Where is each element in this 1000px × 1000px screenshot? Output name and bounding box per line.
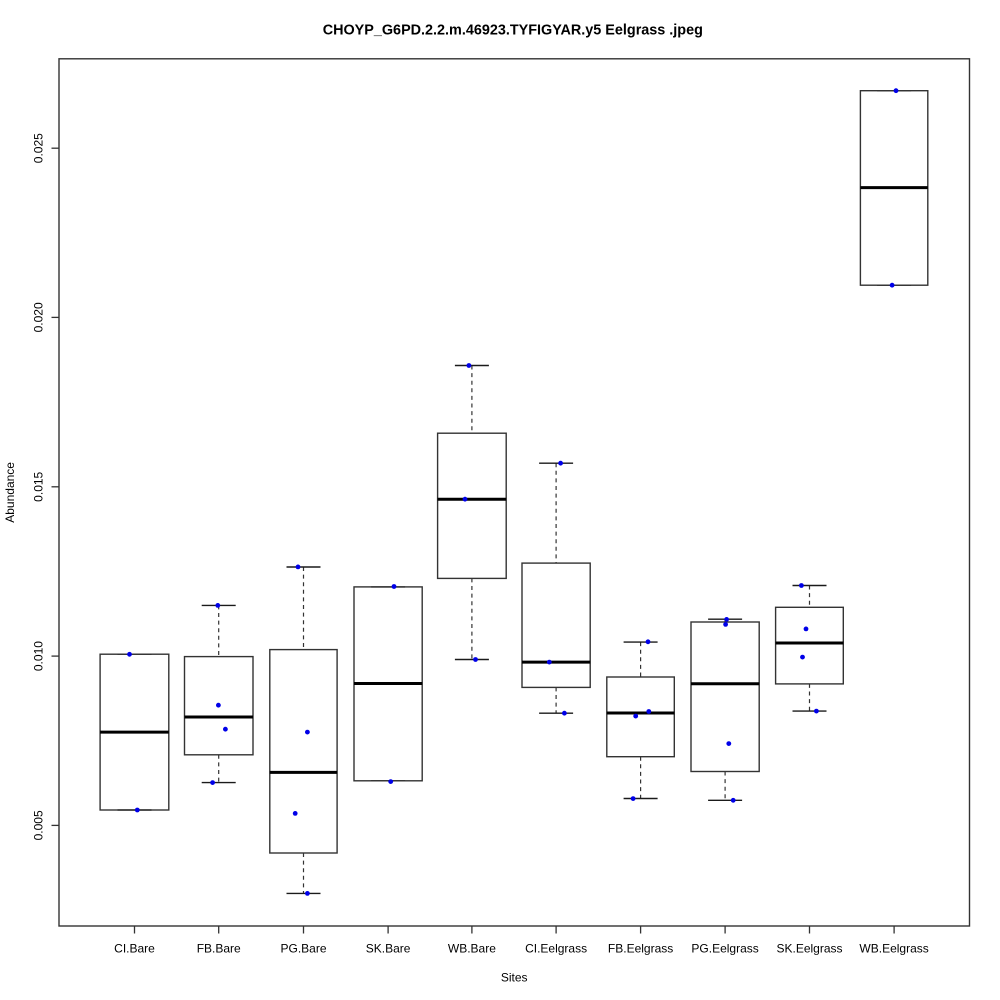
svg-text:FB.Bare: FB.Bare bbox=[197, 942, 241, 956]
svg-text:0.025: 0.025 bbox=[32, 133, 46, 163]
svg-text:Sites: Sites bbox=[501, 971, 528, 985]
svg-text:CHOYP_G6PD.2.2.m.46923.TYFIGYA: CHOYP_G6PD.2.2.m.46923.TYFIGYAR.y5 Eelgr… bbox=[323, 23, 703, 39]
svg-text:Abundance: Abundance bbox=[3, 462, 17, 523]
svg-text:0.005: 0.005 bbox=[32, 810, 46, 840]
svg-text:SK.Bare: SK.Bare bbox=[366, 942, 411, 956]
svg-text:0.020: 0.020 bbox=[32, 302, 46, 332]
svg-text:PG.Eelgrass: PG.Eelgrass bbox=[691, 942, 758, 956]
svg-text:FB.Eelgrass: FB.Eelgrass bbox=[608, 942, 673, 956]
svg-text:SK.Eelgrass: SK.Eelgrass bbox=[776, 942, 842, 956]
svg-text:PG.Bare: PG.Bare bbox=[280, 942, 326, 956]
svg-text:0.015: 0.015 bbox=[32, 471, 46, 501]
svg-text:CI.Eelgrass: CI.Eelgrass bbox=[525, 942, 587, 956]
svg-text:WB.Bare: WB.Bare bbox=[448, 942, 496, 956]
svg-text:WB.Eelgrass: WB.Eelgrass bbox=[859, 942, 928, 956]
svg-text:CI.Bare: CI.Bare bbox=[114, 942, 155, 956]
svg-text:0.010: 0.010 bbox=[32, 641, 46, 671]
